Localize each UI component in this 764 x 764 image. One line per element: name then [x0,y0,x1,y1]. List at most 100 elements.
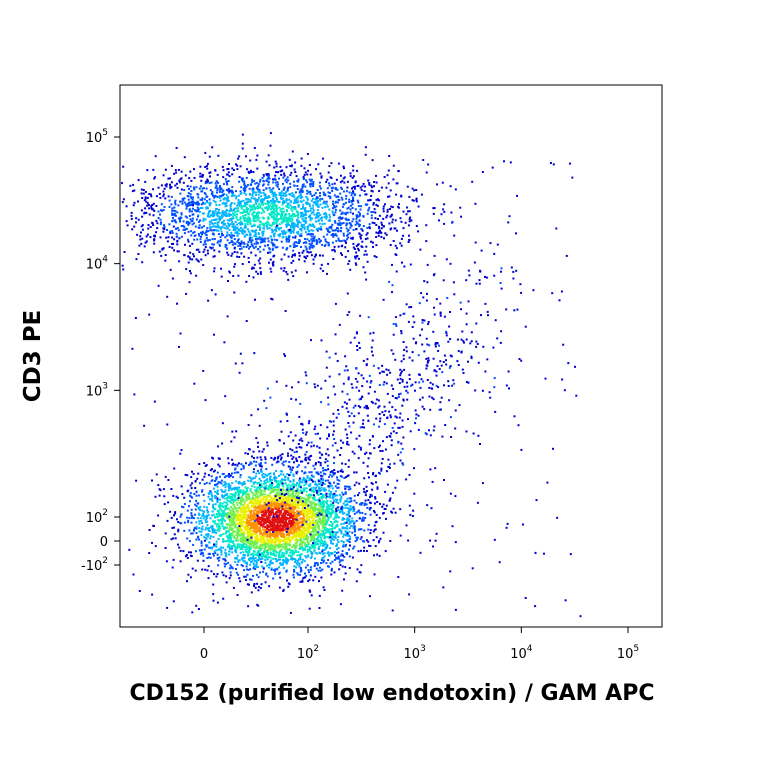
data-point [190,200,193,203]
data-point [257,576,260,579]
data-point [215,478,218,481]
data-point [266,558,269,561]
data-point [306,534,308,537]
data-point [323,533,325,536]
data-point [284,524,287,527]
data-point [258,487,261,490]
data-point [277,536,280,539]
data-point [236,486,239,489]
data-point [239,538,242,541]
data-point [245,495,248,498]
data-point [260,516,263,519]
data-point [294,549,297,552]
data-point [302,504,304,507]
data-point [224,489,227,492]
data-point [249,568,252,571]
data-point [275,507,278,510]
data-point [174,512,177,515]
data-point [334,519,337,522]
data-point [206,520,209,523]
data-point [256,537,259,540]
data-point [267,541,270,544]
data-point [254,532,256,535]
data-point [218,504,220,507]
data-point [282,529,285,531]
data-point [189,494,192,497]
data-point [189,218,192,221]
data-point [290,492,293,495]
data-point [180,485,183,488]
data-point [303,523,306,526]
data-point [306,476,309,479]
data-point [283,498,286,500]
data-point [271,527,274,530]
data-point [365,539,368,542]
data-point [353,494,356,497]
data-point [335,516,338,519]
data-point [317,534,320,537]
data-point [264,519,267,522]
data-point [296,489,299,492]
data-point [322,541,325,544]
data-point [295,471,298,474]
data-point [351,176,354,179]
data-point [335,240,338,243]
data-point [211,529,214,532]
data-point [281,517,284,520]
data-point [302,577,305,580]
data-point [308,479,311,482]
data-point [220,509,223,512]
data-point [286,499,289,502]
data-point [266,539,269,541]
data-point [310,503,313,506]
data-point [312,531,315,534]
data-point [228,270,231,273]
data-point [301,545,304,548]
data-point [310,536,312,539]
data-point [191,515,194,518]
data-point [216,173,219,176]
data-point [162,193,165,196]
data-point [212,505,215,508]
data-point [300,510,302,513]
data-point [239,527,241,530]
data-point [225,555,228,558]
data-point [293,513,296,515]
data-point [225,531,228,534]
data-point [197,517,200,520]
data-point [347,539,350,541]
data-point [271,509,274,512]
data-point [236,464,239,467]
data-point [266,532,269,535]
data-point [223,495,226,497]
data-point [289,539,292,542]
data-point [323,537,326,540]
data-point [331,560,334,563]
data-point [304,471,306,474]
data-point [243,192,246,195]
data-point [233,471,236,474]
data-point [206,514,208,517]
data-point [276,211,279,214]
data-point [274,505,277,508]
data-point [336,487,339,489]
data-point [362,487,365,490]
data-point [267,244,269,246]
data-point [285,557,288,560]
data-point [239,489,241,492]
data-point [269,562,272,565]
data-point [185,554,188,556]
data-point [252,497,255,500]
data-point [317,526,320,529]
data-point [247,519,250,522]
data-point [331,470,334,473]
data-point [295,545,298,548]
data-point [229,521,232,524]
data-point [258,530,261,532]
data-point [203,505,206,508]
data-point [144,207,147,210]
data-point [244,562,247,564]
data-point [278,489,281,492]
data-point [258,217,261,220]
data-point [266,521,269,523]
